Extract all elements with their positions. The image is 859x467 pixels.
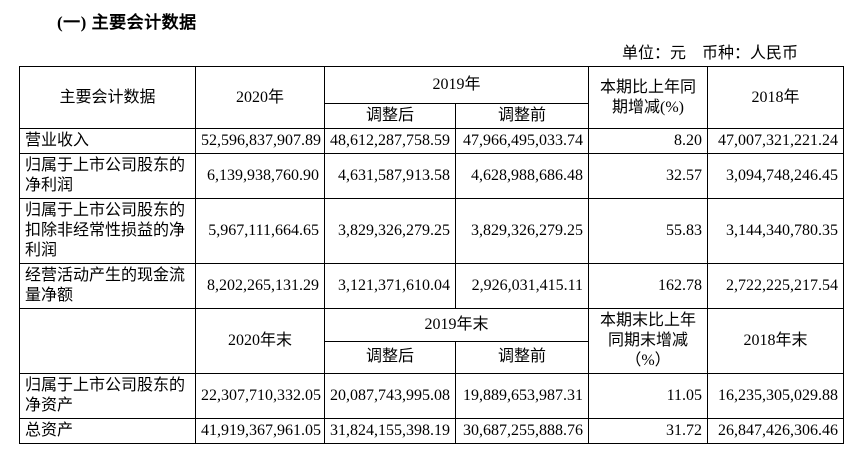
- col-header-2018-end: 2018年末: [707, 308, 845, 374]
- cell-2020-value: 52,596,837,907.89: [195, 128, 325, 154]
- cell-2020-value: 5,967,111,664.65: [195, 198, 325, 264]
- unit-currency-note: 单位：元 币种：人民币: [621, 45, 798, 62]
- cell-change-pct: 11.05: [588, 373, 709, 419]
- cell-change-pct: 31.72: [588, 418, 709, 444]
- col-header-2018: 2018年: [707, 66, 845, 129]
- cell-change-pct: 162.78: [588, 263, 709, 309]
- cell-2020-value: 6,139,938,760.90: [195, 153, 325, 199]
- table-row-revenue: 营业收入 52,596,837,907.89 48,612,287,758.59…: [19, 128, 845, 154]
- cell-2018-value: 47,007,321,221.24: [707, 128, 845, 154]
- cell-2020-value: 8,202,265,131.29: [195, 263, 325, 309]
- subcol-header-adjusted: 调整后: [324, 340, 456, 374]
- col-header-2020-end: 2020年末: [195, 308, 325, 374]
- table-row-net-profit: 归属于上市公司股东的净利润 6,139,938,760.90 4,631,587…: [19, 153, 845, 199]
- cell-2019-adjusted-value: 20,087,743,995.08: [324, 373, 456, 419]
- col-header-2019: 2019年: [323, 66, 590, 104]
- row-label: 经营活动产生的现金流量净额: [19, 263, 196, 309]
- col-header-yoy-change: 本期比上年同期增减(%): [588, 66, 709, 129]
- header-row-current: 主要会计数据 2020年 2019年 本期比上年同期增减(%) 2018年: [19, 66, 845, 129]
- header-row-period-end: 2020年末 2019年末 本期末比上年同期末增减（%） 2018年末: [19, 308, 845, 374]
- cell-change-pct: 55.83: [588, 198, 709, 264]
- table-row-operating-cash-flow: 经营活动产生的现金流量净额 8,202,265,131.29 3,121,371…: [19, 263, 845, 309]
- subcol-header-adjusted: 调整后: [324, 103, 456, 129]
- col-header-2020: 2020年: [195, 66, 325, 129]
- row-label: 营业收入: [19, 128, 196, 154]
- cell-2019-original-value: 2,926,031,415.11: [454, 263, 590, 309]
- cell-2018-value: 16,235,305,029.88: [707, 373, 845, 419]
- subcol-header-pre-adjust: 调整前: [454, 103, 590, 129]
- row-label: 总资产: [19, 418, 196, 444]
- cell-2020-value: 22,307,710,332.05: [195, 373, 325, 419]
- subheader-row-current: 调整后 调整前: [20, 103, 844, 129]
- cell-2019-original-value: 30,687,255,888.76: [454, 418, 590, 444]
- cell-2019-original-value: 19,889,653,987.31: [454, 373, 590, 419]
- cell-change-pct: 32.57: [588, 153, 709, 199]
- cell-2019-adjusted-value: 3,121,371,610.04: [324, 263, 456, 309]
- cell-2018-value: 26,847,426,306.46: [707, 418, 845, 444]
- cell-2019-original-value: 4,628,988,686.48: [454, 153, 590, 199]
- cell-2019-original-value: 3,829,326,279.25: [454, 198, 590, 264]
- col-header-item: 主要会计数据: [19, 66, 196, 129]
- table-row-net-profit-excl-nonrecurring: 归属于上市公司股东的扣除非经常性损益的净利润 5,967,111,664.65 …: [19, 198, 845, 264]
- cell-2018-value: 3,144,340,780.35: [707, 198, 845, 264]
- section-heading: (一) 主要会计数据: [57, 13, 197, 32]
- row-label: 归属于上市公司股东的净利润: [19, 153, 196, 199]
- row-label: 归属于上市公司股东的净资产: [19, 373, 196, 419]
- col-header-item-empty: [19, 308, 196, 374]
- cell-2019-adjusted-value: 3,829,326,279.25: [324, 198, 456, 264]
- subheader-row-period-end: 调整后 调整前: [20, 340, 844, 374]
- col-header-period-end-change: 本期末比上年同期末增减（%）: [588, 308, 709, 374]
- table-row-net-assets: 归属于上市公司股东的净资产 22,307,710,332.05 20,087,7…: [19, 373, 845, 419]
- cell-2018-value: 2,722,225,217.54: [707, 263, 845, 309]
- accounting-data-table: 主要会计数据 2020年 2019年 本期比上年同期增减(%) 2018年 调整…: [19, 66, 845, 444]
- row-label: 归属于上市公司股东的扣除非经常性损益的净利润: [19, 198, 196, 264]
- col-header-2019-end: 2019年末: [323, 308, 590, 342]
- subcol-header-pre-adjust: 调整前: [454, 340, 590, 374]
- cell-2019-original-value: 47,966,495,033.74: [454, 128, 590, 154]
- cell-change-pct: 8.20: [588, 128, 709, 154]
- cell-2019-adjusted-value: 48,612,287,758.59: [324, 128, 456, 154]
- cell-2018-value: 3,094,748,246.45: [707, 153, 845, 199]
- cell-2019-adjusted-value: 31,824,155,398.19: [324, 418, 456, 444]
- cell-2019-adjusted-value: 4,631,587,913.58: [324, 153, 456, 199]
- table-row-total-assets: 总资产 41,919,367,961.05 31,824,155,398.19 …: [19, 418, 845, 444]
- cell-2020-value: 41,919,367,961.05: [195, 418, 325, 444]
